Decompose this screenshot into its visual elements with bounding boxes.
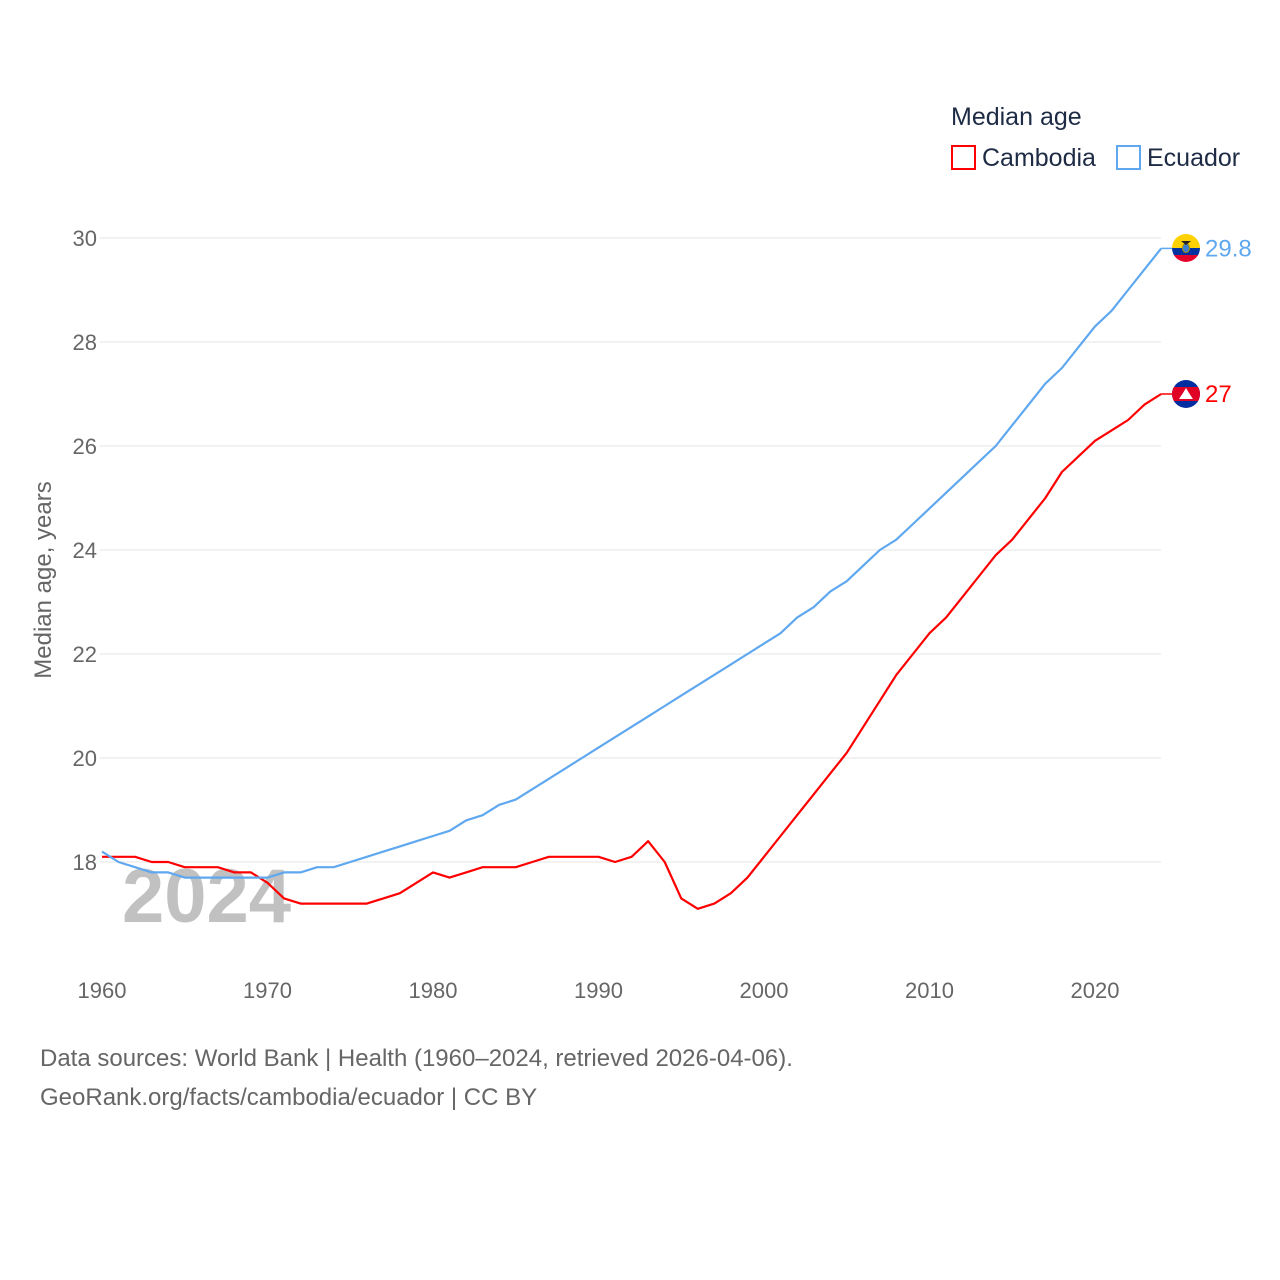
ecuador-flag-icon [1172, 234, 1200, 262]
end-value-label: 27 [1205, 381, 1232, 408]
x-tick-label: 1970 [243, 978, 292, 1003]
attribution-link[interactable]: GeoRank.org/facts/cambodia/ecuador | CC … [40, 1084, 538, 1111]
legend-label: Cambodia [982, 144, 1096, 172]
legend-title: Median age [951, 103, 1082, 131]
legend-swatch [951, 145, 976, 170]
y-tick-label: 18 [73, 850, 97, 875]
y-tick-label: 30 [73, 226, 97, 251]
series-line-ecuador [101, 247, 1163, 879]
legend-item-ecuador[interactable]: Ecuador [1116, 144, 1240, 172]
y-tick-label: 24 [73, 538, 97, 563]
legend-label: Ecuador [1147, 144, 1240, 172]
data-source-text: Data sources: World Bank | Health (1960–… [40, 1045, 793, 1072]
x-tick-label: 2000 [740, 978, 789, 1003]
x-tick-label: 1990 [574, 978, 623, 1003]
y-tick-label: 26 [73, 434, 97, 459]
series-line-cambodia [102, 393, 1162, 910]
legend-item-cambodia[interactable]: Cambodia [951, 144, 1096, 172]
x-tick-label: 2020 [1071, 978, 1120, 1003]
x-tick-label: 1980 [409, 978, 458, 1003]
x-tick-label: 2010 [905, 978, 954, 1003]
y-axis-label: Median age, years [30, 481, 57, 678]
x-tick-label: 1960 [78, 978, 127, 1003]
cambodia-flag-icon [1172, 380, 1200, 408]
y-tick-label: 22 [73, 642, 97, 667]
y-tick-label: 20 [73, 746, 97, 771]
end-value-label: 29.8 [1205, 235, 1252, 262]
y-tick-label: 28 [73, 330, 97, 355]
legend-swatch [1116, 145, 1141, 170]
